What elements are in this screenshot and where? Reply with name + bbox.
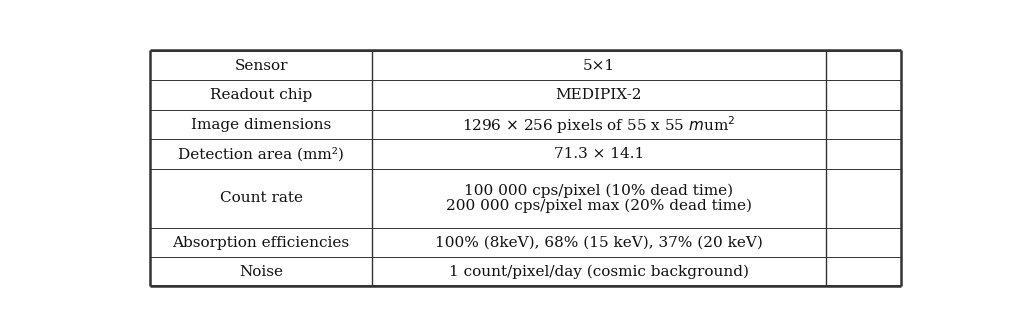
Text: Absorption efficiencies: Absorption efficiencies	[172, 236, 350, 250]
Text: 200 000 cps/pixel max (20% dead time): 200 000 cps/pixel max (20% dead time)	[446, 198, 751, 213]
Text: Readout chip: Readout chip	[210, 88, 312, 102]
Text: Sensor: Sensor	[234, 59, 288, 73]
Text: 100 000 cps/pixel (10% dead time): 100 000 cps/pixel (10% dead time)	[464, 184, 733, 198]
Text: Image dimensions: Image dimensions	[191, 118, 332, 132]
Text: 100% (8keV), 68% (15 keV), 37% (20 keV): 100% (8keV), 68% (15 keV), 37% (20 keV)	[435, 236, 763, 250]
Text: 71.3 × 14.1: 71.3 × 14.1	[554, 147, 644, 161]
Text: MEDIPIX-2: MEDIPIX-2	[556, 88, 642, 102]
Text: 1296 $\times$ 256 pixels of 55 x 55 $\mathit{m}$um$^{2}$: 1296 $\times$ 256 pixels of 55 x 55 $\ma…	[462, 114, 735, 136]
Text: Detection area (mm²): Detection area (mm²)	[178, 147, 344, 161]
Text: 1 count/pixel/day (cosmic background): 1 count/pixel/day (cosmic background)	[449, 265, 748, 279]
Text: Count rate: Count rate	[219, 191, 302, 205]
Text: Noise: Noise	[239, 265, 283, 279]
Text: 5×1: 5×1	[583, 59, 614, 73]
